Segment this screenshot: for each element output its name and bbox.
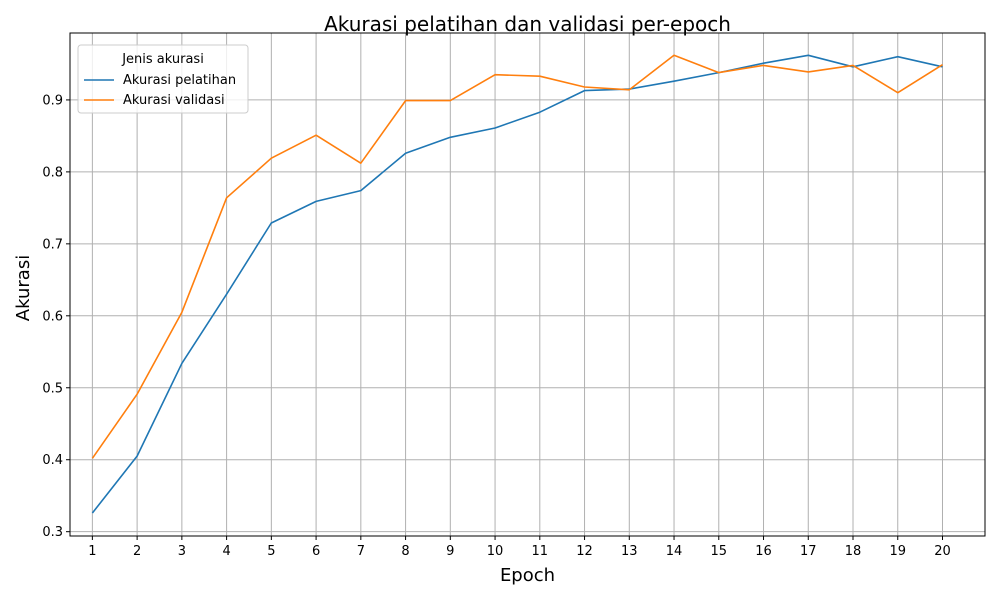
x-tick-label: 15	[711, 544, 728, 559]
x-tick-label: 10	[487, 544, 504, 559]
x-tick-label: 8	[401, 544, 409, 559]
y-axis-ticks: 0.3 0.4 0.5 0.6 0.7 0.8 0.9	[42, 93, 70, 540]
x-tick-label: 4	[222, 544, 230, 559]
chart-title: Akurasi pelatihan dan validasi per-epoch	[324, 12, 731, 36]
legend-title: Jenis akurasi	[121, 52, 204, 67]
legend: Jenis akurasi Akurasi pelatihan Akurasi …	[77, 44, 249, 114]
x-tick-label: 7	[357, 544, 365, 559]
y-tick-label: 0.6	[42, 309, 63, 324]
legend-entry-training: Akurasi pelatihan	[123, 73, 236, 88]
x-tick-label: 3	[178, 544, 186, 559]
x-tick-label: 17	[800, 544, 817, 559]
x-tick-label: 20	[934, 544, 951, 559]
y-tick-label: 0.9	[42, 93, 63, 108]
y-axis-label: Akurasi	[13, 255, 34, 321]
x-tick-label: 2	[133, 544, 141, 559]
x-tick-label: 6	[312, 544, 320, 559]
x-tick-label: 19	[889, 544, 906, 559]
x-tick-label: 18	[845, 544, 862, 559]
x-axis-label: Epoch	[500, 565, 555, 586]
x-tick-label: 9	[446, 544, 454, 559]
x-tick-label: 5	[267, 544, 275, 559]
legend-entry-validation: Akurasi validasi	[123, 93, 225, 108]
series-line-validation	[91, 54, 943, 459]
x-tick-label: 1	[88, 544, 96, 559]
x-tick-label: 13	[621, 544, 638, 559]
x-axis-ticks: 1 2 3 4 5 6 7 8 9 10 11 12 13 14 15 16 17 18 19 20	[88, 536, 951, 559]
plot-frame	[69, 32, 986, 537]
x-tick-label: 12	[576, 544, 593, 559]
y-tick-label: 0.4	[42, 453, 63, 468]
series-lines	[91, 54, 943, 514]
y-tick-label: 0.7	[42, 237, 63, 252]
legend-box	[77, 44, 249, 114]
series-line-training	[91, 54, 943, 514]
x-tick-label: 14	[666, 544, 683, 559]
grid	[70, 33, 985, 536]
x-tick-label: 11	[532, 544, 549, 559]
x-tick-label: 16	[755, 544, 772, 559]
y-tick-label: 0.8	[42, 165, 63, 180]
y-tick-label: 0.5	[42, 381, 63, 396]
y-tick-label: 0.3	[42, 525, 63, 540]
